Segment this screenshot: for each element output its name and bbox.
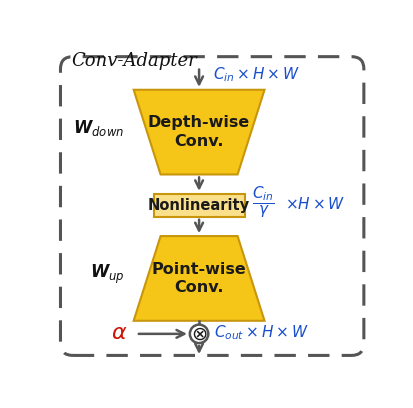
Text: Depth-wise: Depth-wise	[147, 115, 249, 131]
Text: $C_{out} \times H \times W$: $C_{out} \times H \times W$	[214, 324, 309, 342]
Polygon shape	[133, 90, 264, 175]
FancyBboxPatch shape	[60, 57, 363, 355]
Text: $C_{in} \times H \times W$: $C_{in} \times H \times W$	[212, 65, 299, 84]
Text: $\times H \times W$: $\times H \times W$	[284, 196, 344, 212]
Text: Point-wise: Point-wise	[151, 262, 246, 277]
Text: $\otimes$: $\otimes$	[190, 324, 207, 344]
Text: Conv.: Conv.	[174, 280, 223, 295]
Text: Conv.: Conv.	[174, 134, 223, 149]
Text: $\boldsymbol{W}_{up}$: $\boldsymbol{W}_{up}$	[90, 263, 124, 286]
Text: Nonlinearity: Nonlinearity	[148, 198, 249, 213]
Polygon shape	[133, 236, 264, 321]
Text: $\alpha$: $\alpha$	[111, 323, 127, 343]
FancyBboxPatch shape	[153, 194, 244, 217]
Text: $\boldsymbol{W}_{down}$: $\boldsymbol{W}_{down}$	[73, 118, 124, 138]
Circle shape	[190, 325, 208, 343]
Text: Conv-Adapter: Conv-Adapter	[71, 51, 197, 69]
Text: $\dfrac{C_{in}}{\gamma}$: $\dfrac{C_{in}}{\gamma}$	[252, 184, 274, 220]
